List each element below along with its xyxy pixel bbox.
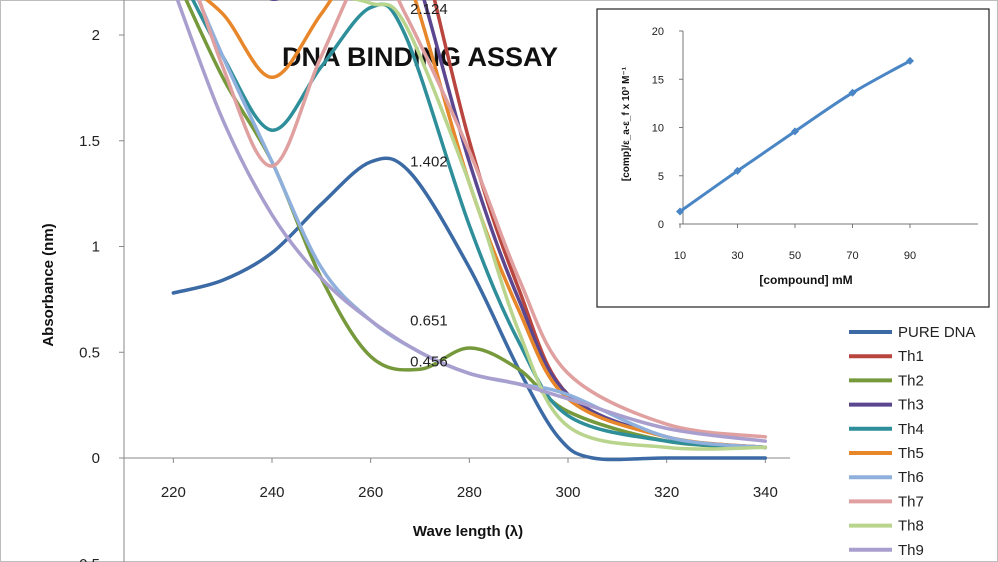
x-tick-label: 220	[161, 484, 186, 501]
y-tick-label: 1.5	[79, 133, 100, 150]
inset-data-point	[906, 56, 914, 65]
series-line-th5	[204, 0, 768, 450]
series-line-th7	[197, 0, 768, 439]
legend-label: Th7	[898, 493, 924, 510]
data-label: 0.651	[410, 312, 448, 329]
inset-y-tick-label: 0	[658, 219, 664, 231]
y-tick-label: -0.5	[74, 556, 100, 562]
y-tick-label: 0.5	[79, 344, 100, 361]
legend-label: Th2	[898, 372, 924, 389]
y-tick-label: 2	[92, 27, 100, 44]
y-tick-label: 1	[92, 239, 100, 256]
inset-x-tick-label: 70	[846, 250, 858, 262]
x-tick-label: 260	[358, 484, 383, 501]
x-tick-label: 280	[457, 484, 482, 501]
inset-y-tick-label: 20	[652, 26, 664, 38]
legend-label: Th1	[898, 348, 924, 365]
series-line-th2	[184, 0, 768, 450]
y-axis-title: Absorbance (nm)	[40, 223, 57, 346]
inset-x-tick-label: 10	[674, 250, 686, 262]
x-tick-label: 240	[259, 484, 284, 501]
legend-label: Th9	[898, 542, 924, 559]
inset-y-tick-label: 10	[652, 123, 664, 135]
data-label: 1.402	[410, 153, 448, 170]
inset-data-point	[676, 207, 684, 216]
legend-label: Th8	[898, 518, 924, 535]
inset-x-tick-label: 90	[904, 250, 916, 262]
inset-data-point	[733, 166, 742, 175]
inset-y-tick-label: 5	[658, 171, 664, 183]
series-line-th3	[269, 0, 768, 450]
data-label: 0.456	[410, 354, 448, 371]
legend-label: Th3	[898, 397, 924, 414]
legend-label: PURE DNA	[898, 324, 976, 341]
legend-label: Th5	[898, 445, 924, 462]
series-line-th8	[351, 0, 768, 451]
inset-y-tick-label: 15	[652, 74, 664, 86]
x-tick-label: 340	[753, 484, 778, 501]
x-tick-label: 300	[555, 484, 580, 501]
inset-y-axis-title: [comp]/ε_a-ε_f x 10³ M⁻¹	[621, 66, 632, 181]
x-axis-title: Wave length (λ)	[413, 523, 523, 540]
inset-x-axis-title: [compound] mM	[759, 273, 852, 287]
inset-x-tick-label: 50	[789, 250, 801, 262]
series-line-th4	[190, 0, 768, 450]
legend-label: Th4	[898, 421, 924, 438]
series-line-pure-dna	[171, 156, 768, 462]
inset-data-point	[848, 88, 857, 97]
legend-label: Th6	[898, 469, 924, 486]
inset-data-point	[791, 127, 799, 136]
x-tick-label: 320	[654, 484, 679, 501]
inset-chart-frame	[596, 8, 990, 308]
inset-x-tick-label: 30	[731, 250, 743, 262]
series-line-th9	[175, 0, 768, 443]
y-tick-label: 0	[92, 450, 100, 467]
data-label: 2.124	[410, 1, 448, 18]
